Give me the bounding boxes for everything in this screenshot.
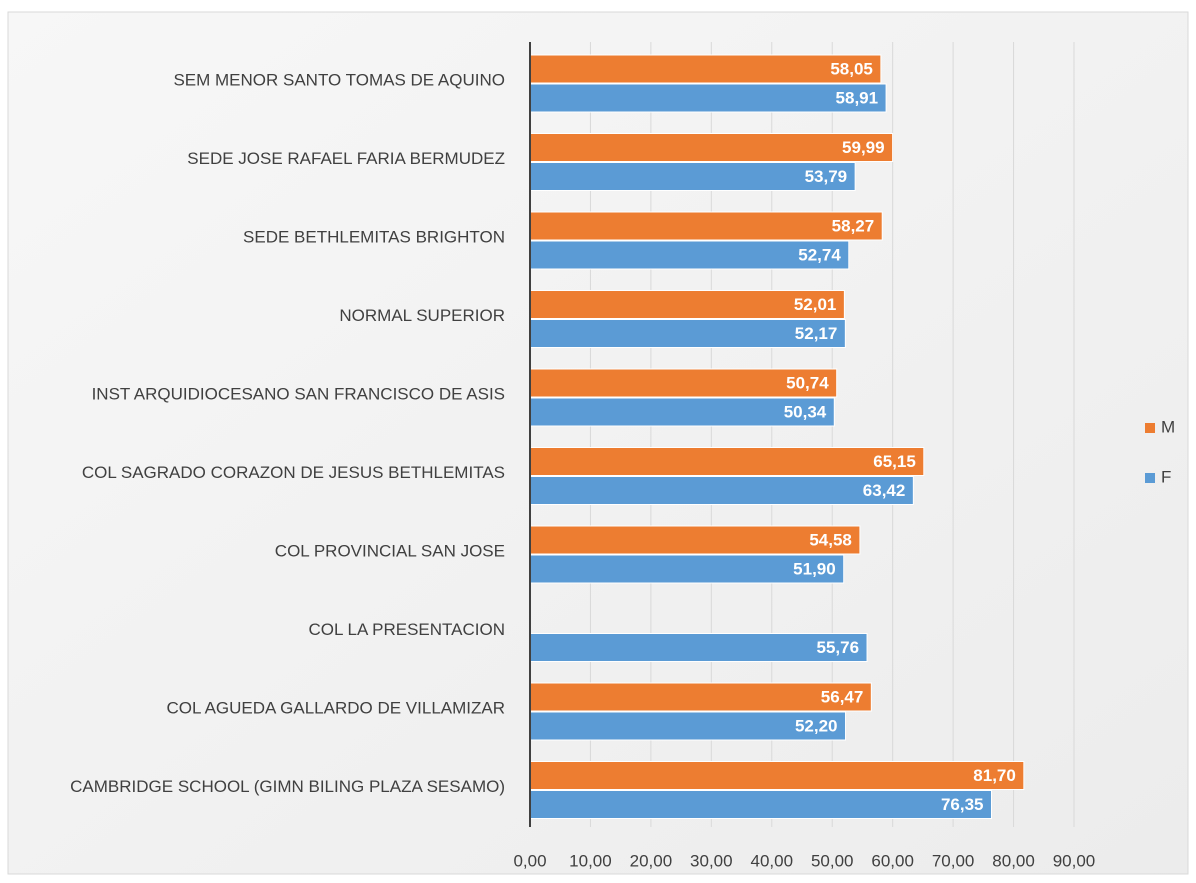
bar	[529, 761, 1025, 790]
y-tick-label: COL AGUEDA GALLARDO DE VILLAMIZAR	[166, 699, 505, 718]
x-tick-label: 10,00	[569, 851, 612, 870]
value-label: 52,01	[794, 295, 837, 314]
y-tick-label: NORMAL SUPERIOR	[339, 306, 505, 325]
value-label: 58,27	[832, 216, 875, 235]
bar	[529, 211, 883, 241]
y-tick-label: CAMBRIDGE SCHOOL (GIMN BILING PLAZA SESA…	[70, 777, 505, 796]
value-label: 65,15	[873, 452, 916, 471]
value-label: 56,47	[821, 687, 864, 706]
value-label: 54,58	[809, 530, 852, 549]
bar	[529, 54, 882, 84]
x-tick-label: 60,00	[871, 851, 914, 870]
bar	[529, 83, 887, 113]
value-label: 51,90	[793, 559, 836, 578]
value-label: 52,17	[795, 324, 838, 343]
x-tick-label: 80,00	[992, 851, 1035, 870]
x-tick-label: 30,00	[690, 851, 733, 870]
y-tick-label: COL SAGRADO CORAZON DE JESUS BETHLEMITAS	[82, 463, 505, 482]
y-tick-label: SEDE BETHLEMITAS BRIGHTON	[243, 228, 505, 247]
legend-label: M	[1161, 417, 1175, 436]
bar	[529, 790, 992, 819]
value-label: 50,74	[786, 373, 829, 392]
x-tick-label: 20,00	[630, 851, 673, 870]
value-label: 52,74	[798, 245, 841, 264]
y-tick-label: COL PROVINCIAL SAN JOSE	[275, 542, 505, 561]
y-tick-label: SEM MENOR SANTO TOMAS DE AQUINO	[173, 71, 505, 90]
value-label: 59,99	[842, 138, 885, 157]
legend-label: F	[1161, 467, 1171, 486]
x-tick-label: 70,00	[932, 851, 975, 870]
x-tick-label: 50,00	[811, 851, 854, 870]
bar	[529, 711, 847, 741]
legend-swatch	[1145, 423, 1155, 433]
y-tick-label: INST ARQUIDIOCESANO SAN FRANCISCO DE ASI…	[92, 385, 505, 404]
bar	[529, 525, 861, 555]
value-label: 63,42	[863, 481, 906, 500]
x-tick-label: 0,00	[513, 851, 546, 870]
bar	[529, 554, 845, 584]
bar	[529, 476, 914, 505]
value-label: 50,34	[784, 402, 827, 421]
value-label: 55,76	[816, 638, 859, 657]
x-tick-label: 90,00	[1053, 851, 1096, 870]
bar	[529, 397, 835, 427]
bar	[529, 133, 894, 162]
x-tick-label: 40,00	[751, 851, 794, 870]
bar	[529, 447, 925, 476]
value-label: 53,79	[805, 167, 848, 186]
legend-swatch	[1145, 473, 1155, 483]
value-label: 58,05	[830, 59, 873, 78]
value-label: 76,35	[941, 795, 984, 814]
value-label: 52,20	[795, 716, 838, 735]
value-label: 81,70	[973, 766, 1016, 785]
bar	[529, 682, 872, 712]
y-tick-label: COL LA PRESENTACION	[309, 620, 506, 639]
bar	[529, 633, 868, 662]
value-label: 58,91	[836, 88, 879, 107]
y-tick-label: SEDE JOSE RAFAEL FARIA BERMUDEZ	[187, 149, 505, 168]
